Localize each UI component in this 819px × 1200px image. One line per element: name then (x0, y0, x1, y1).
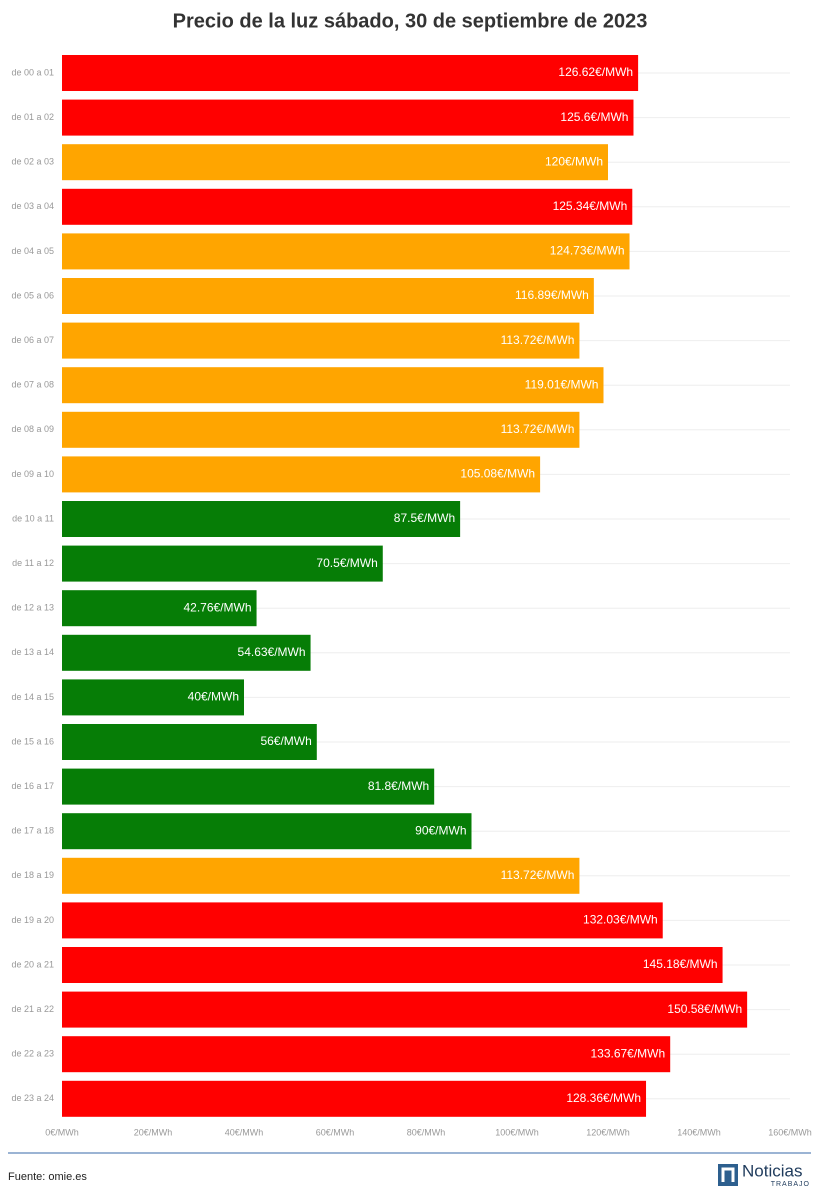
value-label: 124.73€/MWh (550, 244, 625, 258)
logo-glyph (721, 1167, 735, 1182)
y-tick-label: de 13 a 14 (11, 647, 54, 657)
y-tick-label: de 23 a 24 (11, 1093, 54, 1103)
y-tick-label: de 08 a 09 (11, 424, 54, 434)
bar (62, 724, 317, 760)
x-tick-label: 0€/MWh (45, 1127, 79, 1137)
y-tick-label: de 20 a 21 (11, 959, 54, 969)
y-tick-label: de 14 a 15 (11, 692, 54, 702)
value-label: 105.08€/MWh (460, 467, 535, 481)
bar (62, 857, 580, 894)
value-label: 81.8€/MWh (368, 779, 429, 793)
x-tick-label: 60€/MWh (316, 1127, 355, 1137)
bar (62, 456, 541, 493)
y-tick-label: de 02 a 03 (11, 157, 54, 167)
source: Fuente: omie.es (8, 1171, 87, 1183)
y-tick-label: de 09 a 10 (11, 469, 54, 479)
value-label: 133.67€/MWh (590, 1046, 665, 1060)
x-tick-label: 160€/MWh (768, 1127, 812, 1137)
bar (62, 902, 663, 939)
bar (62, 679, 244, 716)
value-label: 40€/MWh (188, 690, 239, 704)
chart-title: Precio de la luz sábado, 30 de septiembr… (173, 10, 648, 32)
x-tick-label: 120€/MWh (586, 1127, 630, 1137)
x-tick-label: 40€/MWh (225, 1127, 264, 1137)
value-label: 119.01€/MWh (525, 377, 599, 391)
value-label: 113.72€/MWh (501, 422, 575, 436)
value-label: 70.5€/MWh (316, 556, 377, 570)
x-tick-label: 100€/MWh (495, 1127, 539, 1137)
logo-icon (718, 1164, 738, 1186)
y-tick-label: de 12 a 13 (11, 603, 54, 613)
y-tick-label: de 21 a 22 (11, 1004, 54, 1014)
y-tick-label: de 11 a 12 (12, 558, 54, 568)
bar (62, 144, 608, 181)
bar (62, 233, 630, 270)
value-label: 113.72€/MWh (501, 333, 575, 347)
value-label: 116.89€/MWh (515, 288, 589, 302)
y-tick-label: de 15 a 16 (11, 736, 54, 746)
bar (62, 501, 461, 537)
y-tick-label: de 04 a 05 (11, 246, 54, 256)
bar (62, 768, 435, 805)
value-label: 126.62€/MWh (558, 65, 633, 79)
logo-text: Noticias (742, 1161, 802, 1180)
bar (62, 367, 604, 404)
y-tick-label: de 10 a 11 (12, 513, 54, 523)
y-tick-label: de 07 a 08 (11, 380, 54, 390)
x-tick-label: 80€/MWh (407, 1127, 446, 1137)
value-label: 54.63€/MWh (238, 645, 306, 659)
bar (62, 1080, 647, 1117)
y-tick-label: de 00 a 01 (11, 67, 54, 77)
bar (62, 55, 639, 91)
y-tick-label: de 01 a 02 (11, 112, 54, 122)
bar (62, 322, 580, 359)
value-label: 125.6€/MWh (560, 110, 628, 124)
value-label: 90€/MWh (415, 823, 466, 837)
bar (62, 947, 723, 983)
bar (62, 1036, 671, 1073)
y-tick-label: de 19 a 20 (11, 915, 54, 925)
bar (62, 411, 580, 448)
value-label: 132.03€/MWh (583, 913, 658, 927)
bar (62, 590, 257, 627)
bar (62, 813, 472, 850)
y-tick-label: de 05 a 06 (11, 290, 54, 300)
bar (62, 99, 634, 136)
bar (62, 634, 311, 671)
value-label: 120€/MWh (545, 154, 603, 168)
value-label: 125.34€/MWh (553, 199, 628, 213)
bar (62, 545, 383, 582)
value-label: 145.18€/MWh (643, 957, 718, 971)
y-tick-label: de 17 a 18 (11, 826, 54, 836)
value-label: 113.72€/MWh (501, 868, 575, 882)
logo-subtext: TRABAJO (771, 1181, 810, 1188)
bar (62, 188, 633, 225)
y-tick-label: de 16 a 17 (11, 781, 54, 791)
bar (62, 991, 748, 1028)
value-label: 87.5€/MWh (394, 511, 455, 525)
x-tick-label: 20€/MWh (134, 1127, 173, 1137)
value-label: 56€/MWh (260, 734, 311, 748)
y-tick-label: de 18 a 19 (11, 870, 54, 880)
value-label: 150.58€/MWh (667, 1002, 742, 1016)
y-tick-label: de 22 a 23 (11, 1049, 54, 1059)
value-label: 128.36€/MWh (566, 1091, 641, 1105)
value-label: 42.76€/MWh (184, 600, 252, 614)
y-tick-label: de 06 a 07 (11, 335, 54, 345)
bar (62, 278, 594, 314)
x-tick-label: 140€/MWh (677, 1127, 721, 1137)
y-tick-label: de 03 a 04 (11, 201, 54, 211)
